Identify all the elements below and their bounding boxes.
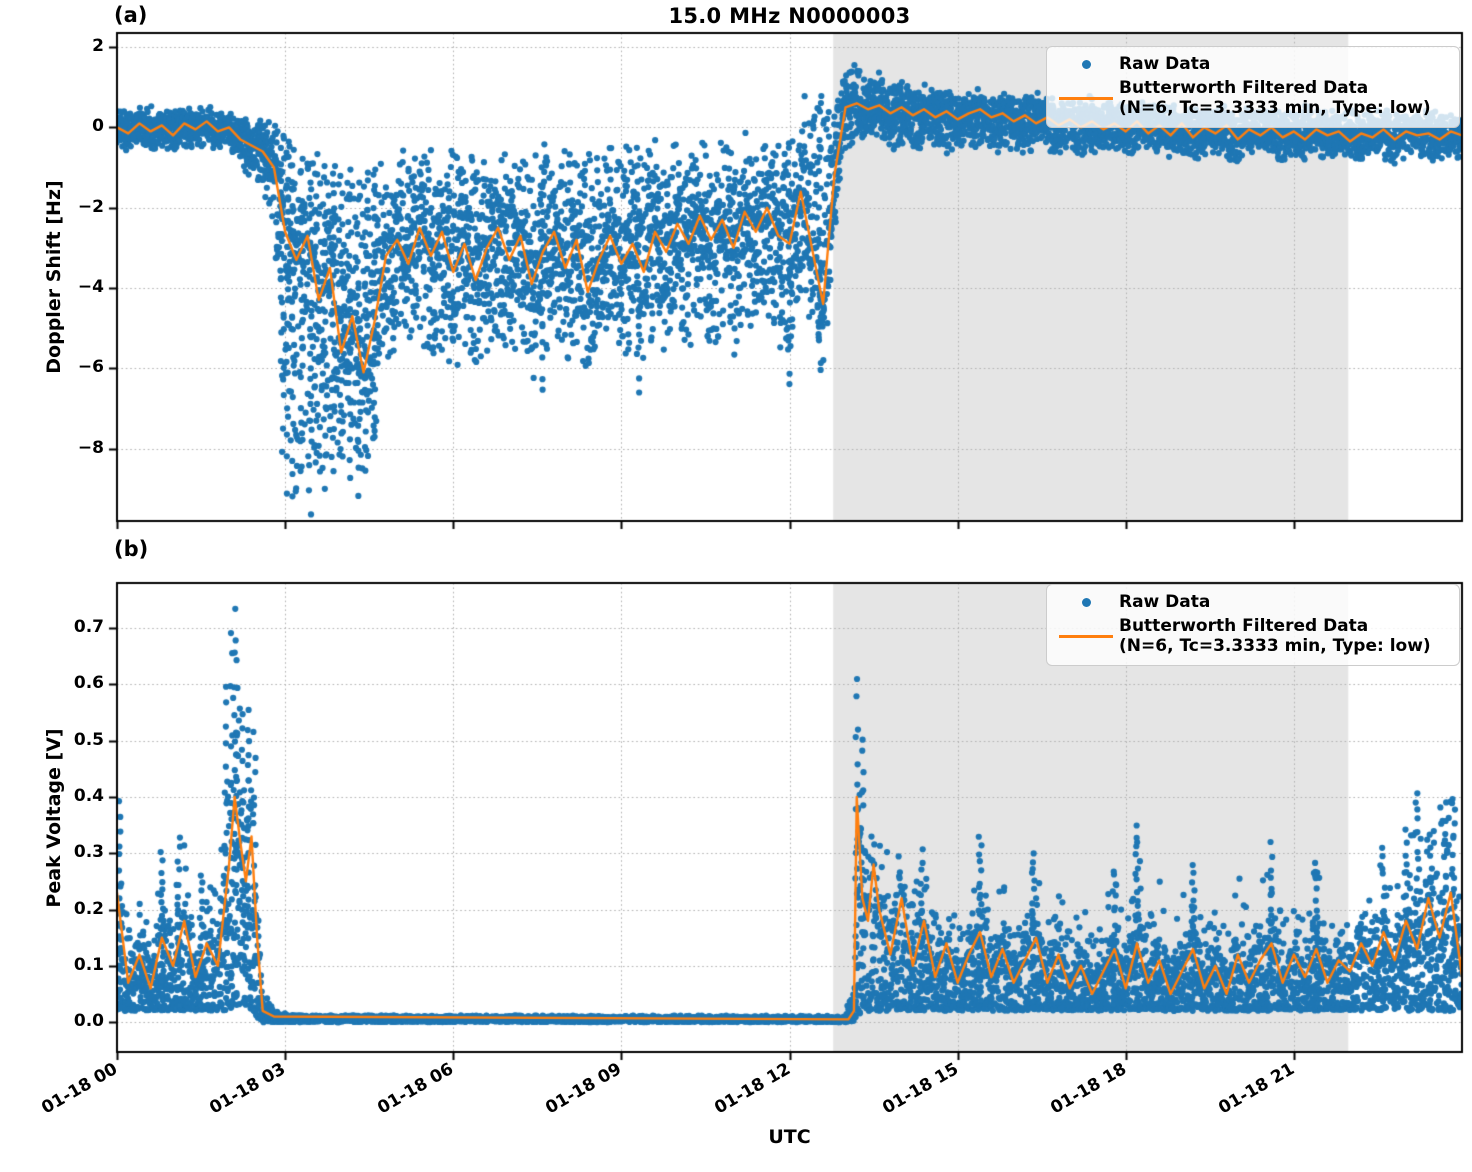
panel-a-label: (a) [114, 3, 148, 27]
panel-b-label: (b) [114, 537, 149, 561]
legend-filtered-label: Butterworth Filtered Data (N=6, Tc=3.3333… [1119, 77, 1431, 119]
panel-b-ytick-00: 0.0 [73, 1011, 104, 1031]
raw-data-marker-icon [1053, 59, 1119, 69]
panel-b-ytick-03: 0.3 [73, 842, 104, 862]
legend-entry-raw: Raw Data [1053, 54, 1449, 75]
legend-entry-filtered: Butterworth Filtered Data (N=6, Tc=3.3333… [1053, 78, 1449, 119]
panel-b-ytick-05: 0.5 [73, 730, 104, 750]
panel-a-ytick--2: −2 [77, 197, 104, 217]
legend-raw-label: Raw Data [1119, 54, 1211, 74]
figure-title: 15.0 MHz N0000003 [668, 4, 911, 28]
legend-entry-filtered: Butterworth Filtered Data (N=6, Tc=3.3333… [1053, 616, 1449, 657]
legend-panel-b: Raw Data Butterworth Filtered Data (N=6, … [1046, 584, 1460, 667]
filtered-line-marker-icon [1053, 634, 1119, 638]
panel-a-ytick--4: −4 [77, 277, 104, 297]
panel-a-ytick--6: −6 [77, 357, 104, 377]
legend-entry-raw: Raw Data [1053, 592, 1449, 613]
legend-panel-a: Raw Data Butterworth Filtered Data (N=6, … [1046, 46, 1460, 129]
panel-a-ytick--8: −8 [77, 438, 104, 458]
panel-a-ytick-2: 2 [92, 36, 104, 56]
panel-b-ytick-01: 0.1 [73, 955, 104, 975]
raw-data-marker-icon [1053, 597, 1119, 607]
legend-raw-label: Raw Data [1119, 592, 1211, 612]
panel-b-ylabel: Peak Voltage [V] [43, 728, 65, 908]
panel-a-ytick-0: 0 [92, 116, 104, 136]
filtered-line-marker-icon [1053, 96, 1119, 100]
legend-filtered-label: Butterworth Filtered Data (N=6, Tc=3.3333… [1119, 615, 1431, 657]
panel-b-ytick-07: 0.7 [73, 617, 104, 637]
panel-b-ytick-02: 0.2 [73, 899, 104, 919]
panel-b-ytick-04: 0.4 [73, 786, 104, 806]
x-axis-label: UTC [768, 1126, 811, 1148]
panel-b-ytick-06: 0.6 [73, 673, 104, 693]
